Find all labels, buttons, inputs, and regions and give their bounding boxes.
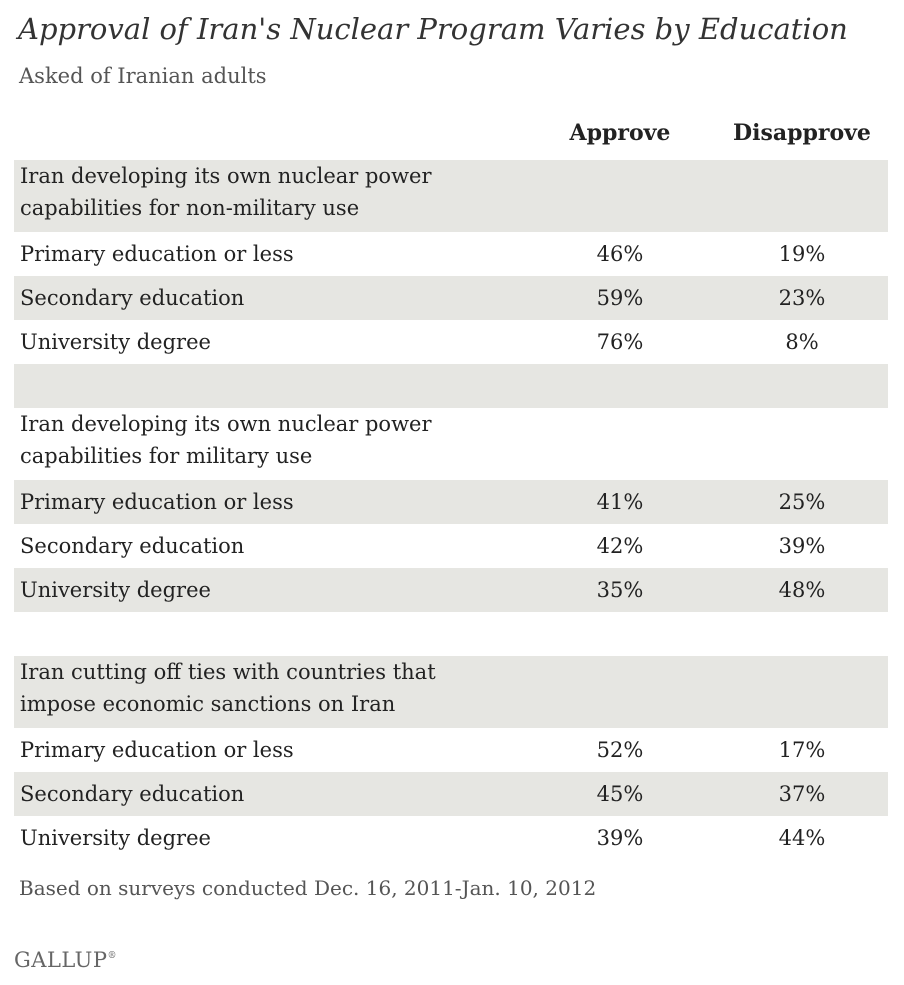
row-label: Secondary education <box>20 782 245 806</box>
gallup-logo: GALLUP® <box>14 948 117 972</box>
disapprove-value: 44% <box>778 826 826 850</box>
disapprove-value: 37% <box>778 782 826 806</box>
disapprove-value: 48% <box>778 578 826 602</box>
row-label: Primary education or less <box>20 242 294 266</box>
table-row: Primary education or less 52% 17% <box>14 728 888 772</box>
table-row: University degree 35% 48% <box>14 568 888 612</box>
row-label: University degree <box>20 578 211 602</box>
approve-value: 46% <box>596 242 644 266</box>
column-header-approve: Approve <box>569 120 671 146</box>
disapprove-value: 8% <box>785 330 819 354</box>
approve-value: 76% <box>596 330 644 354</box>
registered-mark: ® <box>107 951 118 961</box>
data-table: Approve Disapprove Iran developing its o… <box>14 116 888 860</box>
spacer-row <box>14 364 888 408</box>
survey-footnote: Based on surveys conducted Dec. 16, 2011… <box>19 876 597 900</box>
column-header-disapprove: Disapprove <box>733 120 871 146</box>
row-label: Primary education or less <box>20 490 294 514</box>
disapprove-value: 19% <box>778 242 826 266</box>
table-row: Primary education or less 46% 19% <box>14 232 888 276</box>
group-heading-row: Iran cutting off ties with countries tha… <box>14 656 888 728</box>
row-label: Secondary education <box>20 534 245 558</box>
approve-value: 35% <box>596 578 644 602</box>
group-heading: Iran cutting off ties with countries tha… <box>20 660 436 716</box>
table-row: University degree 39% 44% <box>14 816 888 860</box>
approve-value: 45% <box>596 782 644 806</box>
group-heading-row: Iran developing its own nuclear power ca… <box>14 408 888 480</box>
table-row: Secondary education 42% 39% <box>14 524 888 568</box>
chart-title: Approval of Iran's Nuclear Program Varie… <box>18 12 848 46</box>
row-label: Secondary education <box>20 286 245 310</box>
approve-value: 41% <box>596 490 644 514</box>
disapprove-value: 17% <box>778 738 826 762</box>
approve-value: 59% <box>596 286 644 310</box>
table-row: Secondary education 59% 23% <box>14 276 888 320</box>
logo-text: GALLUP <box>14 948 108 972</box>
approve-value: 42% <box>596 534 644 558</box>
approve-value: 52% <box>596 738 644 762</box>
row-label: University degree <box>20 330 211 354</box>
group-heading-row: Iran developing its own nuclear power ca… <box>14 160 888 232</box>
row-label: University degree <box>20 826 211 850</box>
spacer-row <box>14 612 888 656</box>
chart-subtitle: Asked of Iranian adults <box>19 64 267 88</box>
approve-value: 39% <box>596 826 644 850</box>
table-row: Primary education or less 41% 25% <box>14 480 888 524</box>
row-label: Primary education or less <box>20 738 294 762</box>
disapprove-value: 25% <box>778 490 826 514</box>
disapprove-value: 23% <box>778 286 826 310</box>
group-heading: Iran developing its own nuclear power ca… <box>20 164 432 220</box>
group-heading: Iran developing its own nuclear power ca… <box>20 412 432 468</box>
table-row: University degree 76% 8% <box>14 320 888 364</box>
disapprove-value: 39% <box>778 534 826 558</box>
table-row: Secondary education 45% 37% <box>14 772 888 816</box>
column-headers: Approve Disapprove <box>14 116 888 160</box>
